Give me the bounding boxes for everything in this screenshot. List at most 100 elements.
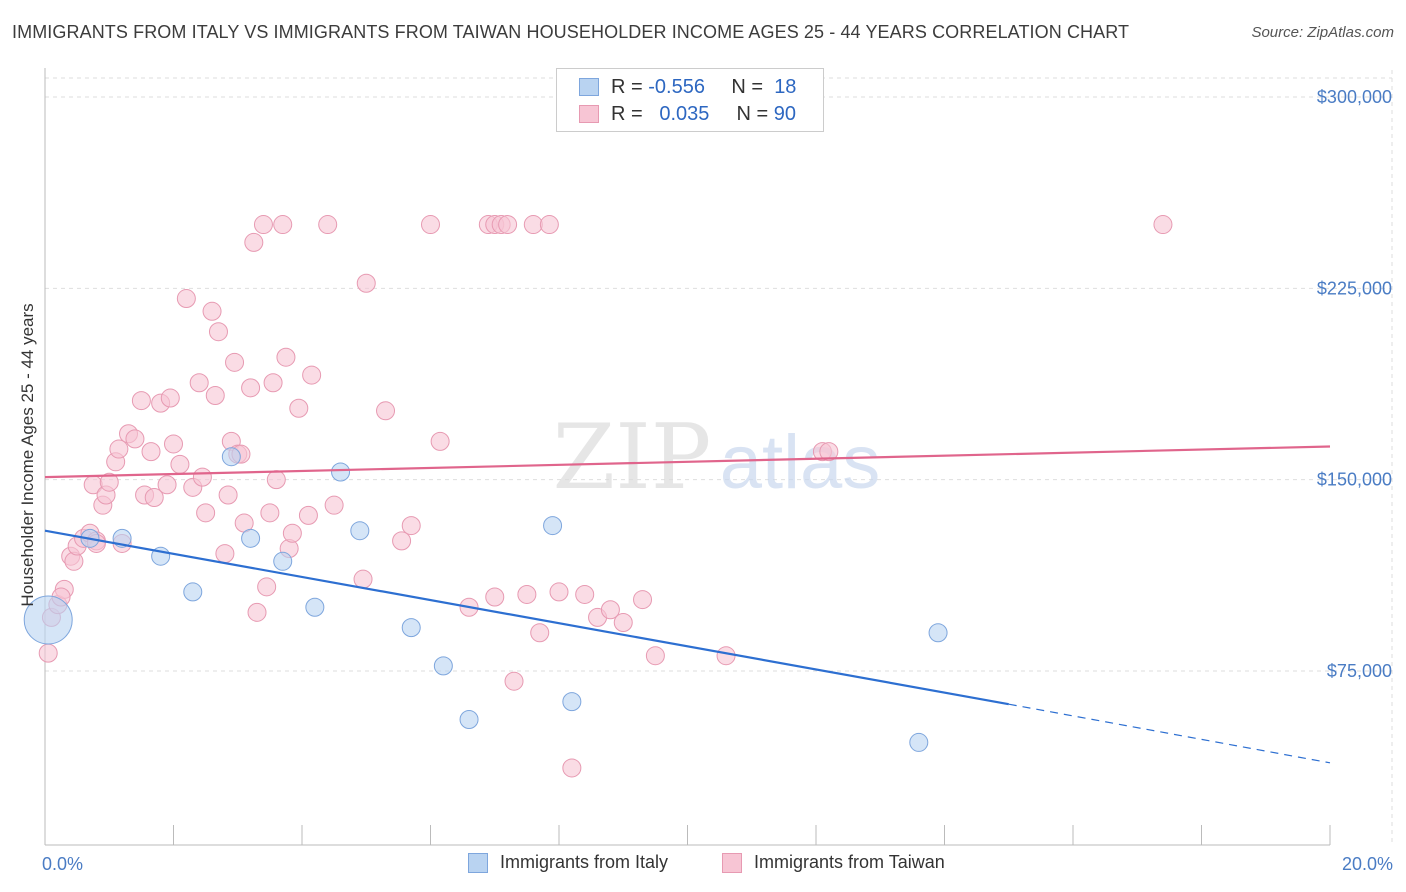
- italy-trend-extension: [1008, 703, 1331, 764]
- taiwan-point-52: [266, 470, 286, 490]
- bottom-taiwan-label: Immigrants from Taiwan: [754, 852, 945, 872]
- italy-point-6: [241, 528, 261, 548]
- taiwan-point-65: [392, 531, 412, 551]
- taiwan-point-53: [273, 215, 293, 235]
- taiwan-point-59: [302, 365, 322, 385]
- taiwan-point-27: [160, 388, 180, 408]
- taiwan-point-88: [716, 646, 736, 666]
- taiwan-point-47: [247, 602, 267, 622]
- italy-point-13: [459, 709, 479, 729]
- taiwan-point-28: [164, 434, 183, 454]
- taiwan-point-30: [176, 289, 196, 309]
- italy-trend-line: [44, 529, 1009, 706]
- y-tick-label-1: $150,000: [1317, 470, 1392, 490]
- taiwan-point-33: [192, 467, 212, 487]
- bottom-italy-label: Immigrants from Italy: [500, 852, 669, 872]
- legend-row-italy: R = -0.556 N = 18: [579, 75, 796, 99]
- taiwan-n-value: 90: [773, 102, 796, 125]
- taiwan-point-46: [244, 232, 264, 252]
- x-tick-label-1: 20.0%: [1342, 854, 1393, 874]
- bottom-taiwan-swatch: [722, 852, 742, 873]
- italy-point-8: [305, 597, 325, 617]
- taiwan-point-38: [215, 544, 235, 564]
- taiwan-point-63: [356, 273, 376, 293]
- taiwan-point-41: [225, 352, 245, 372]
- taiwan-point-62: [353, 569, 373, 589]
- taiwan-point-68: [430, 431, 450, 451]
- taiwan-point-91: [1153, 215, 1173, 235]
- taiwan-point-50: [260, 503, 280, 523]
- italy-point-7: [273, 551, 293, 571]
- source-label: Source: ZipAtlas.com: [1251, 24, 1394, 41]
- taiwan-point-57: [289, 398, 309, 418]
- taiwan-point-71: [485, 587, 505, 607]
- italy-point-5: [221, 447, 241, 467]
- taiwan-point-67: [421, 215, 440, 235]
- taiwan-trend-line: [44, 445, 1331, 479]
- y-tick-label-0: $75,000: [1327, 661, 1392, 681]
- italy-point-12: [433, 656, 453, 676]
- italy-point-17: [928, 623, 948, 643]
- italy-point-0: [23, 595, 73, 645]
- taiwan-point-66: [401, 516, 421, 536]
- taiwan-point-64: [376, 401, 396, 421]
- taiwan-point-75: [504, 671, 524, 691]
- axes: [44, 68, 1331, 846]
- taiwan-swatch: [579, 105, 599, 123]
- taiwan-r-label: R =: [611, 102, 643, 125]
- taiwan-point-36: [205, 385, 225, 405]
- taiwan-point-77: [523, 215, 543, 235]
- y-tick-label-3: $300,000: [1317, 87, 1392, 107]
- italy-r-label: R =: [611, 75, 643, 98]
- bottom-legend-taiwan: Immigrants from Taiwan: [722, 852, 945, 873]
- italy-point-10: [350, 521, 370, 541]
- legend-row-taiwan: R = 0.035 N = 90: [579, 102, 796, 126]
- taiwan-point-48: [253, 215, 273, 235]
- taiwan-point-79: [539, 215, 559, 235]
- taiwan-point-32: [189, 373, 209, 393]
- taiwan-point-21: [131, 391, 151, 411]
- taiwan-point-29: [170, 454, 190, 474]
- axis-labels: $75,000 $150,000 $225,000 $300,000 0.0% 20.0%…: [18, 87, 1393, 874]
- y-axis-label: Householder Income Ages 25 - 44 years: [18, 303, 37, 606]
- taiwan-point-56: [282, 523, 302, 543]
- taiwan-point-81: [562, 758, 582, 778]
- italy-points: [23, 447, 948, 752]
- taiwan-point-0: [38, 643, 58, 663]
- taiwan-point-49: [257, 577, 277, 597]
- taiwan-point-24: [144, 488, 164, 508]
- italy-point-4: [183, 582, 203, 602]
- taiwan-point-34: [196, 503, 216, 523]
- taiwan-point-51: [263, 373, 283, 393]
- correlation-legend: R = -0.556 N = 18 R = 0.035 N = 90: [556, 68, 824, 132]
- taiwan-point-84: [600, 600, 620, 620]
- taiwan-point-26: [157, 475, 177, 495]
- taiwan-point-39: [218, 485, 238, 505]
- italy-swatch: [579, 78, 599, 96]
- taiwan-point-23: [141, 442, 161, 462]
- taiwan-point-35: [202, 301, 222, 321]
- taiwan-point-87: [645, 646, 665, 666]
- italy-n-value: 18: [774, 75, 797, 98]
- taiwan-point-45: [241, 378, 261, 398]
- taiwan-point-60: [318, 215, 338, 235]
- bottom-italy-swatch: [468, 852, 488, 873]
- taiwan-point-37: [208, 322, 228, 342]
- taiwan-point-74: [498, 215, 518, 235]
- watermark-zip: ZIP: [553, 405, 712, 510]
- taiwan-point-15: [99, 472, 119, 492]
- taiwan-point-20: [125, 429, 145, 449]
- italy-n-label: N =: [731, 75, 764, 98]
- taiwan-point-85: [613, 613, 633, 633]
- y-tick-label-2: $225,000: [1317, 278, 1392, 298]
- taiwan-r-value: 0.035: [659, 102, 710, 125]
- taiwan-point-61: [324, 495, 344, 515]
- taiwan-point-54: [276, 347, 296, 367]
- taiwan-point-17: [109, 439, 129, 459]
- taiwan-n-label: N =: [736, 102, 769, 125]
- italy-point-9: [331, 462, 351, 482]
- bottom-legend-italy: Immigrants from Italy: [468, 852, 668, 873]
- trend-lines: [44, 445, 1331, 764]
- italy-point-14: [543, 516, 563, 536]
